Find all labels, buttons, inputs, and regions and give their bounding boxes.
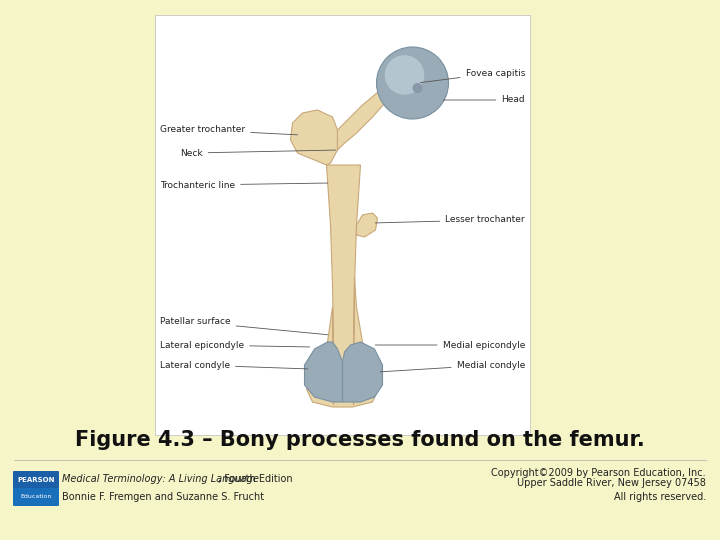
Text: Medial epicondyle: Medial epicondyle bbox=[375, 341, 525, 349]
FancyBboxPatch shape bbox=[13, 471, 59, 489]
Text: Trochanteric line: Trochanteric line bbox=[160, 180, 328, 190]
Polygon shape bbox=[290, 110, 338, 165]
Text: Greater trochanter: Greater trochanter bbox=[160, 125, 298, 135]
Text: Copyright©2009 by Pearson Education, Inc.: Copyright©2009 by Pearson Education, Inc… bbox=[491, 468, 706, 478]
Text: Lateral condyle: Lateral condyle bbox=[160, 361, 307, 369]
Text: Medial condyle: Medial condyle bbox=[380, 361, 525, 372]
Circle shape bbox=[377, 47, 449, 119]
Circle shape bbox=[413, 83, 423, 93]
FancyBboxPatch shape bbox=[155, 15, 530, 435]
Text: Education: Education bbox=[20, 495, 52, 500]
Text: Lateral epicondyle: Lateral epicondyle bbox=[160, 341, 310, 349]
Text: Neck: Neck bbox=[180, 148, 336, 158]
FancyBboxPatch shape bbox=[13, 488, 59, 506]
Text: , Fourth Edition: , Fourth Edition bbox=[218, 474, 292, 484]
Text: Lesser trochanter: Lesser trochanter bbox=[375, 215, 525, 225]
Text: Fovea capitis: Fovea capitis bbox=[420, 69, 525, 83]
Text: All rights reserved.: All rights reserved. bbox=[613, 492, 706, 502]
Text: Patellar surface: Patellar surface bbox=[160, 318, 328, 335]
Polygon shape bbox=[356, 213, 377, 237]
Text: Bonnie F. Fremgen and Suzanne S. Frucht: Bonnie F. Fremgen and Suzanne S. Frucht bbox=[62, 492, 264, 502]
Text: Upper Saddle River, New Jersey 07458: Upper Saddle River, New Jersey 07458 bbox=[517, 478, 706, 488]
Text: PEARSON: PEARSON bbox=[17, 477, 55, 483]
Polygon shape bbox=[305, 342, 343, 402]
Polygon shape bbox=[343, 342, 382, 402]
Text: Medical Terminology: A Living Language: Medical Terminology: A Living Language bbox=[62, 474, 259, 484]
Text: Head: Head bbox=[444, 96, 525, 105]
Text: Figure 4.3 – Bony processes found on the femur.: Figure 4.3 – Bony processes found on the… bbox=[75, 430, 645, 450]
Circle shape bbox=[384, 55, 424, 95]
Polygon shape bbox=[307, 165, 379, 407]
Polygon shape bbox=[338, 80, 392, 150]
